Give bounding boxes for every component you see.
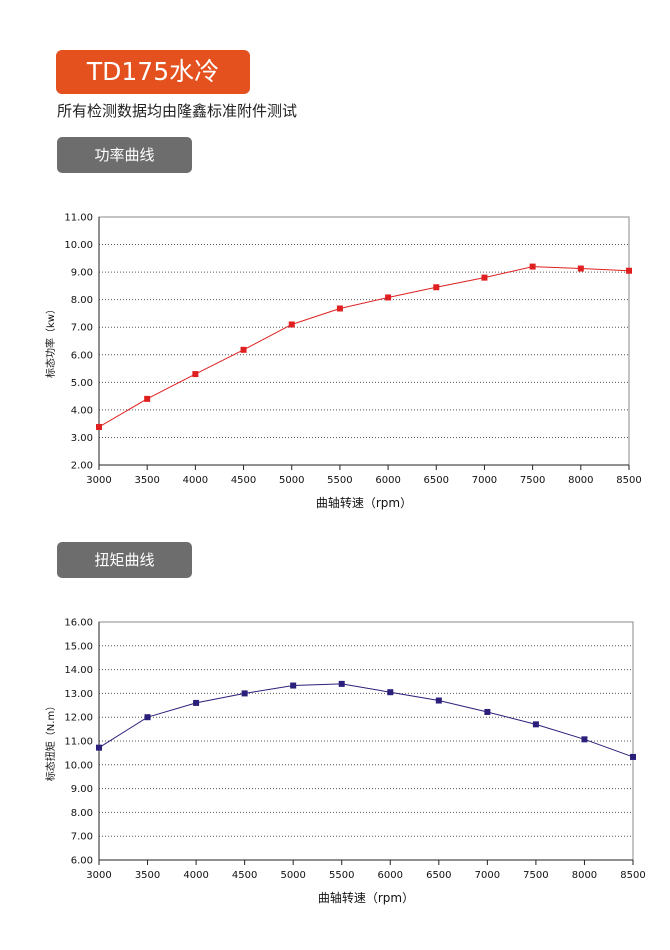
data-point [626,267,632,274]
data-point [630,753,636,760]
x-tick-label: 4000 [183,870,208,881]
data-point [288,321,295,328]
y-tick-label: 16.00 [64,618,93,629]
y-tick-label: 12.00 [64,713,93,724]
data-point [385,294,392,301]
data-point [581,736,588,743]
x-tick-label: 8000 [568,475,593,486]
y-tick-label: 11.00 [64,213,93,224]
section-power-curve: 功率曲线 [57,137,192,173]
x-tick-label: 7000 [475,870,500,881]
x-tick-label: 3000 [86,475,111,486]
y-tick-label: 3.00 [71,433,93,444]
y-tick-label: 13.00 [64,689,93,700]
y-tick-label: 7.00 [71,323,93,334]
x-tick-label: 6000 [378,870,403,881]
y-tick-label: 6.00 [71,856,93,867]
data-point [435,697,442,704]
y-tick-label: 9.00 [71,784,93,795]
x-tick-label: 7000 [472,475,497,486]
y-tick-label: 11.00 [64,737,93,748]
data-point [529,263,536,270]
x-tick-label: 5000 [279,475,304,486]
x-tick-label: 5500 [327,475,352,486]
section-torque-curve: 扭矩曲线 [57,542,192,578]
y-axis-label: 标态扭矩（N.m） [44,701,57,781]
x-tick-label: 3500 [135,870,160,881]
data-point [484,708,491,715]
data-point [336,305,343,312]
y-tick-label: 15.00 [64,641,93,652]
y-tick-label: 9.00 [71,268,93,279]
x-tick-label: 7500 [523,870,548,881]
data-point [144,714,151,721]
x-axis-label: 曲轴转速（rpm） [316,495,412,510]
series-line [98,266,630,428]
x-tick-label: 8500 [620,870,645,881]
data-point [241,690,248,697]
y-axis-label: 标态功率（kw） [44,304,57,378]
data-point [481,274,488,281]
product-title: TD175水冷 [56,50,250,94]
y-tick-label: 8.00 [71,295,93,306]
y-tick-label: 14.00 [64,665,93,676]
data-point [240,346,247,353]
x-tick-label: 3500 [134,475,159,486]
plot-frame [98,216,630,466]
y-tick-label: 2.00 [71,461,93,472]
data-point [532,721,539,728]
data-point [387,689,394,696]
x-tick-label: 3000 [86,870,111,881]
y-tick-label: 10.00 [64,240,93,251]
data-point [433,284,440,291]
x-tick-label: 5500 [329,870,354,881]
data-point [290,682,297,689]
data-point [192,371,199,378]
y-tick-label: 4.00 [71,405,93,416]
x-tick-label: 8500 [616,475,641,486]
x-tick-label: 6500 [424,475,449,486]
data-point [577,265,584,272]
data-point [96,423,102,430]
y-tick-label: 10.00 [64,760,93,771]
x-axis-label: 曲轴转速（rpm） [318,890,414,905]
x-tick-label: 4000 [183,475,208,486]
y-tick-label: 7.00 [71,832,93,843]
series-line [98,683,634,758]
x-tick-label: 4500 [232,870,257,881]
y-tick-label: 6.00 [71,350,93,361]
x-tick-label: 6000 [375,475,400,486]
data-point [193,699,200,706]
subtitle: 所有检测数据均由隆鑫标准附件测试 [57,102,298,120]
data-point [96,744,102,751]
y-tick-label: 5.00 [71,378,93,389]
x-tick-label: 7500 [520,475,545,486]
data-point [144,395,151,402]
x-tick-label: 5000 [280,870,305,881]
y-tick-label: 8.00 [71,808,93,819]
x-tick-label: 4500 [231,475,256,486]
data-point [338,680,345,687]
x-tick-label: 8000 [572,870,597,881]
x-tick-label: 6500 [426,870,451,881]
